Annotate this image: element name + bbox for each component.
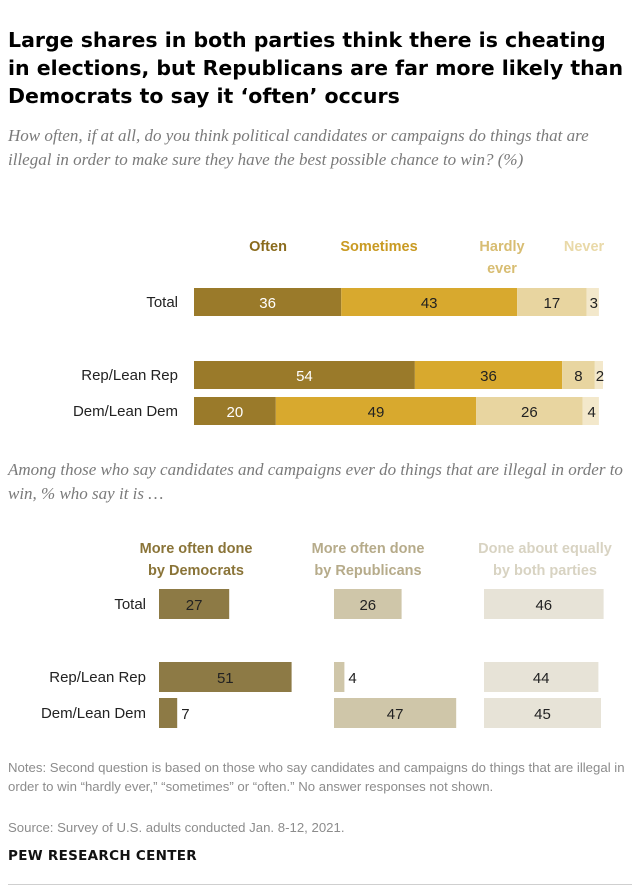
chart1-label-rep-lean-rep: Rep/Lean Rep [81, 367, 178, 384]
chart1-bar-dem-lean-dem-never [582, 397, 599, 425]
legend1-hardly-ever: Hardly [479, 239, 524, 255]
chart1-value-dem-lean-dem-never: 4 [588, 404, 596, 421]
chart1-value-rep-lean-rep-never: 2 [596, 368, 604, 385]
chart1-bar-rep-lean-rep-never [594, 361, 603, 389]
chart1-value-dem-lean-dem-often: 20 [227, 404, 244, 421]
chart2-bar-rep-lean-rep-more-often-done-by-democrats [159, 662, 292, 692]
chart2-bar-dem-lean-dem-more-often-done-by-democrats [159, 698, 178, 728]
chart2-value-total-more-often-done-by-republicans: 26 [359, 597, 376, 614]
chart1-value-total-never: 3 [590, 295, 598, 312]
chart1-bar-dem-lean-dem-often [194, 397, 276, 425]
legend2-more-often-done-by-republicans-line2: by Republicans [314, 563, 421, 579]
chart1-bar-rep-lean-rep-often [194, 361, 415, 389]
chart2-value-rep-lean-rep-more-often-done-by-republicans: 4 [348, 670, 356, 687]
chart2-value-total-more-often-done-by-democrats: 27 [186, 597, 203, 614]
chart1-bar-total-hardly-ever [517, 288, 587, 316]
chart1-label-total: Total [146, 294, 178, 311]
chart2-bar-rep-lean-rep-done-about-equally-by-both-parties [484, 662, 599, 692]
chart2-value-rep-lean-rep-done-about-equally-by-both-parties: 44 [533, 670, 550, 687]
chart1-value-rep-lean-rep-hardly-ever: 8 [574, 368, 582, 385]
chart1-value-total-hardly-ever: 17 [544, 295, 561, 312]
legend1-never: Never [564, 239, 605, 255]
chart2-value-dem-lean-dem-done-about-equally-by-both-parties: 45 [534, 706, 551, 723]
chart1-value-total-sometimes: 43 [421, 295, 438, 312]
chart2-value-dem-lean-dem-more-often-done-by-republicans: 47 [387, 706, 404, 723]
pew-logo: PEW RESEARCH CENTER [8, 848, 197, 864]
chart1-bar-total-often [194, 288, 342, 316]
chart2-value-dem-lean-dem-more-often-done-by-democrats: 7 [181, 706, 189, 723]
chart2-label-rep-lean-rep: Rep/Lean Rep [49, 669, 146, 686]
chart2-label-total: Total [114, 596, 146, 613]
chart1-bar-rep-lean-rep-hardly-ever [562, 361, 595, 389]
legend2-more-often-done-by-democrats: More often done [140, 541, 253, 557]
chart1-value-dem-lean-dem-sometimes: 49 [368, 404, 385, 421]
chart1-value-total-often: 36 [259, 295, 276, 312]
chart2-value-total-done-about-equally-by-both-parties: 46 [535, 597, 552, 614]
chart2-bar-total-more-often-done-by-democrats [159, 589, 230, 619]
legend2-more-often-done-by-republicans: More often done [312, 541, 425, 557]
legend2-done-about-equally-by-both-parties: Done about equally [478, 541, 612, 557]
chart1-bar-total-sometimes [341, 288, 518, 316]
chart2-subtitle: Among those who say candidates and campa… [8, 460, 623, 503]
chart1-label-dem-lean-dem: Dem/Lean Dem [73, 403, 178, 420]
bottom-divider [8, 884, 632, 885]
chart2-bar-dem-lean-dem-done-about-equally-by-both-parties [484, 698, 601, 728]
legend1-hardly-ever-line2: ever [487, 261, 517, 277]
chart2-bar-dem-lean-dem-more-often-done-by-republicans [334, 698, 457, 728]
chart1-value-rep-lean-rep-sometimes: 36 [480, 368, 497, 385]
chart1-bar-total-never [586, 288, 599, 316]
chart1-bar-dem-lean-dem-sometimes [275, 397, 477, 425]
chart2-label-dem-lean-dem: Dem/Lean Dem [41, 705, 146, 722]
legend2-more-often-done-by-democrats-line2: by Democrats [148, 563, 244, 579]
legend1-often: Often [249, 239, 287, 255]
chart-notes: Notes: Second question is based on those… [8, 760, 625, 794]
chart1-bar-rep-lean-rep-sometimes [414, 361, 563, 389]
legend2-done-about-equally-by-both-parties-line2: by both parties [493, 563, 597, 579]
chart1-value-dem-lean-dem-hardly-ever: 26 [521, 404, 538, 421]
chart2-bar-rep-lean-rep-more-often-done-by-republicans [334, 662, 345, 692]
legend1-sometimes: Sometimes [340, 239, 417, 255]
chart1-subtitle: How often, if at all, do you think polit… [8, 126, 589, 169]
chart2-bar-total-done-about-equally-by-both-parties [484, 589, 604, 619]
chart1-bar-dem-lean-dem-hardly-ever [476, 397, 583, 425]
chart-source: Source: Survey of U.S. adults conducted … [8, 820, 345, 835]
chart2-bar-total-more-often-done-by-republicans [334, 589, 402, 619]
chart2-value-rep-lean-rep-more-often-done-by-democrats: 51 [217, 670, 234, 687]
chart1-value-rep-lean-rep-often: 54 [296, 368, 313, 385]
chart-title: Large shares in both parties think there… [8, 28, 624, 108]
